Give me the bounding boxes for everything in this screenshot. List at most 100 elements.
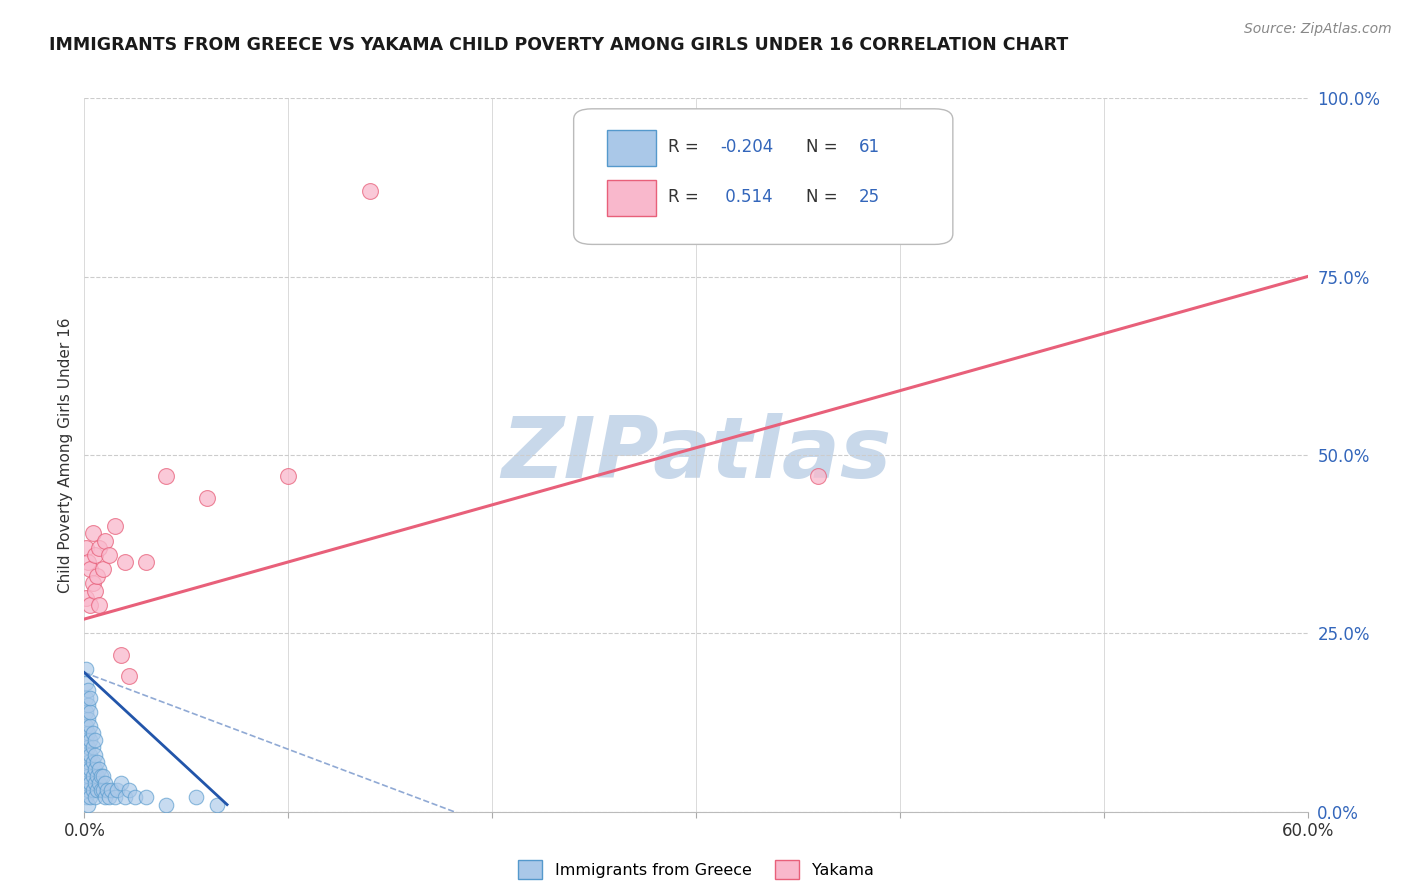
Point — [93, 533, 117, 548]
Point — [79, 562, 101, 576]
Point — [86, 769, 108, 783]
Point — [82, 526, 104, 541]
Point — [77, 555, 100, 569]
Point — [86, 569, 108, 583]
Point — [77, 769, 100, 783]
Point — [155, 797, 177, 812]
Point — [75, 790, 97, 805]
Point — [96, 783, 118, 797]
Y-axis label: Child Poverty Among Girls Under 16: Child Poverty Among Girls Under 16 — [58, 318, 73, 592]
Point — [87, 541, 110, 555]
Point — [91, 769, 114, 783]
Point — [118, 669, 141, 683]
Point — [75, 762, 97, 776]
Point — [114, 790, 136, 805]
Point — [77, 698, 100, 712]
Text: ZIPatlas: ZIPatlas — [501, 413, 891, 497]
Point — [91, 562, 114, 576]
Point — [277, 469, 299, 483]
Point — [77, 726, 100, 740]
Point — [110, 776, 132, 790]
Point — [77, 712, 100, 726]
Point — [77, 783, 100, 797]
Point — [87, 762, 110, 776]
Point — [75, 690, 97, 705]
Point — [118, 783, 141, 797]
Point — [186, 790, 208, 805]
FancyBboxPatch shape — [606, 130, 655, 166]
Point — [82, 783, 104, 797]
Point — [79, 719, 101, 733]
Point — [105, 783, 128, 797]
Text: IMMIGRANTS FROM GREECE VS YAKAMA CHILD POVERTY AMONG GIRLS UNDER 16 CORRELATION : IMMIGRANTS FROM GREECE VS YAKAMA CHILD P… — [49, 36, 1069, 54]
Point — [91, 783, 114, 797]
Point — [86, 755, 108, 769]
Point — [77, 683, 100, 698]
Point — [110, 648, 132, 662]
Point — [79, 776, 101, 790]
Text: 0.514: 0.514 — [720, 187, 773, 205]
Point — [83, 790, 105, 805]
Point — [155, 469, 177, 483]
Point — [100, 783, 122, 797]
Point — [93, 790, 117, 805]
Text: N =: N = — [806, 187, 844, 205]
Point — [86, 783, 108, 797]
Text: R =: R = — [668, 137, 704, 155]
Point — [79, 705, 101, 719]
Point — [97, 548, 120, 562]
Point — [104, 519, 127, 533]
Point — [82, 726, 104, 740]
Point — [79, 762, 101, 776]
Point — [205, 797, 228, 812]
Point — [79, 790, 101, 805]
Point — [75, 541, 97, 555]
Point — [75, 662, 97, 676]
FancyBboxPatch shape — [574, 109, 953, 244]
Point — [79, 690, 101, 705]
Text: N =: N = — [806, 137, 844, 155]
Point — [79, 747, 101, 762]
Point — [82, 769, 104, 783]
Point — [135, 790, 157, 805]
Point — [114, 555, 136, 569]
Text: 61: 61 — [859, 137, 880, 155]
Point — [83, 733, 105, 747]
Point — [75, 776, 97, 790]
Point — [75, 676, 97, 690]
Point — [807, 469, 830, 483]
Point — [87, 776, 110, 790]
Point — [83, 776, 105, 790]
Point — [77, 797, 100, 812]
Point — [90, 783, 112, 797]
Point — [195, 491, 218, 505]
Point — [135, 555, 157, 569]
Point — [77, 755, 100, 769]
Point — [82, 755, 104, 769]
Point — [90, 769, 112, 783]
Point — [75, 719, 97, 733]
Point — [93, 776, 117, 790]
Point — [124, 790, 146, 805]
Text: R =: R = — [668, 187, 704, 205]
Point — [83, 762, 105, 776]
FancyBboxPatch shape — [606, 180, 655, 216]
Point — [82, 740, 104, 755]
Point — [104, 790, 127, 805]
Point — [83, 583, 105, 598]
Point — [359, 184, 381, 198]
Point — [87, 598, 110, 612]
Legend: Immigrants from Greece, Yakama: Immigrants from Greece, Yakama — [512, 854, 880, 886]
Point — [79, 733, 101, 747]
Point — [83, 747, 105, 762]
Point — [82, 576, 104, 591]
Text: 25: 25 — [859, 187, 880, 205]
Point — [75, 705, 97, 719]
Text: Source: ZipAtlas.com: Source: ZipAtlas.com — [1244, 22, 1392, 37]
Point — [77, 740, 100, 755]
Point — [79, 598, 101, 612]
Point — [75, 591, 97, 605]
Point — [97, 790, 120, 805]
Point — [75, 747, 97, 762]
Point — [75, 733, 97, 747]
